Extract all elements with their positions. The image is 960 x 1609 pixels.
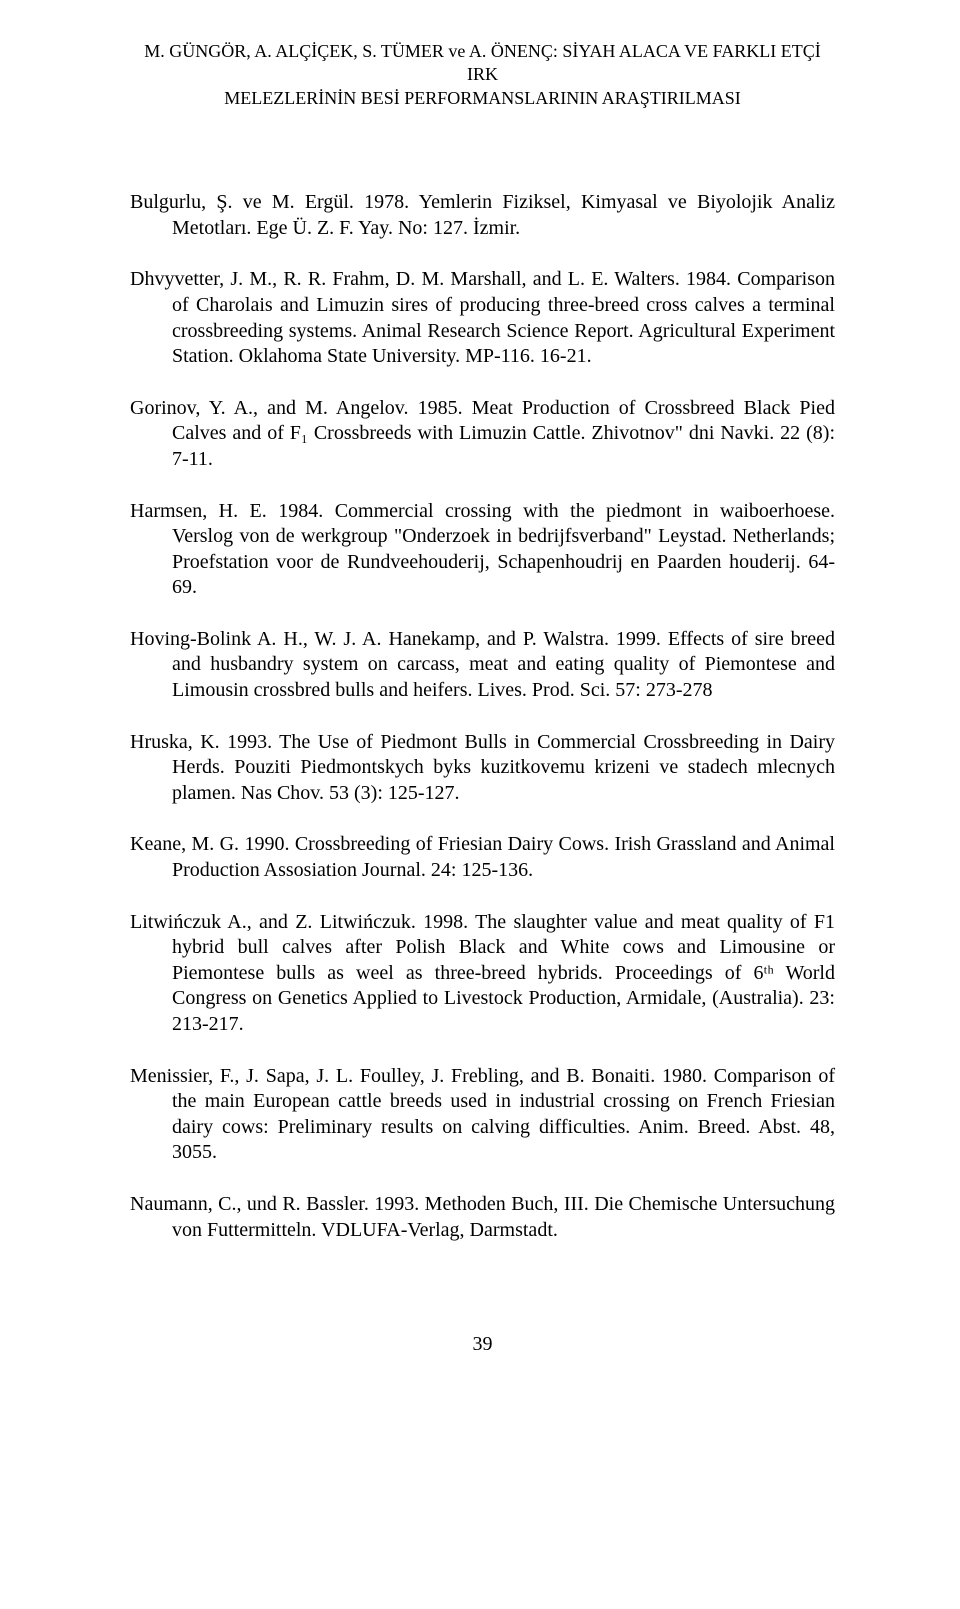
reference-item: Keane, M. G. 1990. Crossbreeding of Frie… (130, 832, 835, 883)
reference-item: Dhvyvetter, J. M., R. R. Frahm, D. M. Ma… (130, 267, 835, 369)
running-head-line1: M. GÜNGÖR, A. ALÇİÇEK, S. TÜMER ve A. ÖN… (130, 40, 835, 87)
reference-item: Naumann, C., und R. Bassler. 1993. Metho… (130, 1192, 835, 1243)
running-head-line2: MELEZLERİNİN BESİ PERFORMANSLARININ ARAŞ… (130, 87, 835, 110)
reference-item: Menissier, F., J. Sapa, J. L. Foulley, J… (130, 1064, 835, 1166)
reference-item: Gorinov, Y. A., and M. Angelov. 1985. Me… (130, 396, 835, 473)
running-head: M. GÜNGÖR, A. ALÇİÇEK, S. TÜMER ve A. ÖN… (130, 40, 835, 110)
reference-item: Hoving-Bolink A. H., W. J. A. Hanekamp, … (130, 627, 835, 704)
page-container: M. GÜNGÖR, A. ALÇİÇEK, S. TÜMER ve A. ÖN… (0, 0, 960, 1416)
reference-item: Harmsen, H. E. 1984. Commercial crossing… (130, 499, 835, 601)
reference-item: Bulgurlu, Ş. ve M. Ergül. 1978. Yemlerin… (130, 190, 835, 241)
page-number: 39 (130, 1333, 835, 1356)
reference-item: Litwińczuk A., and Z. Litwińczuk. 1998. … (130, 910, 835, 1038)
reference-item: Hruska, K. 1993. The Use of Piedmont Bul… (130, 730, 835, 807)
